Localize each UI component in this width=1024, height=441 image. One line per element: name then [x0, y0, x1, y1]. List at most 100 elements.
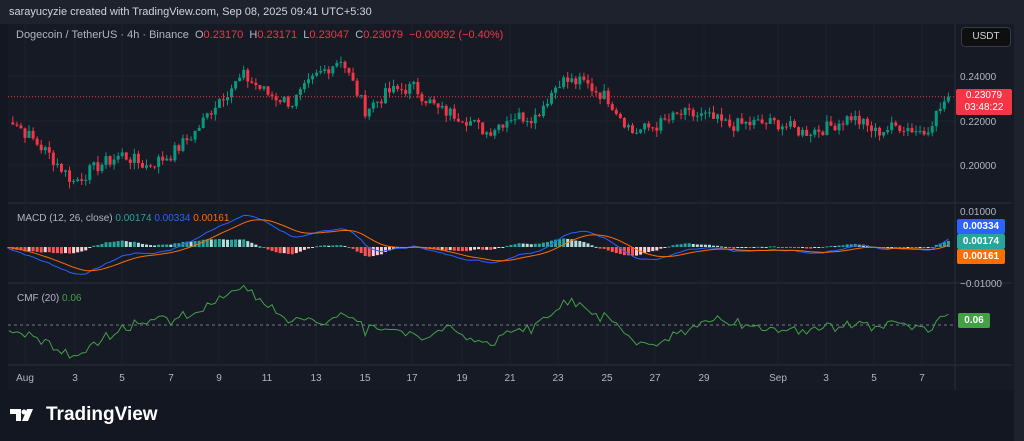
macd-histogram-bar [286, 247, 290, 254]
macd-histogram-bar [173, 243, 177, 247]
macd-histogram-bar [140, 243, 144, 247]
candle-up [550, 92, 553, 104]
candle-down [209, 113, 213, 115]
macd-legend[interactable]: MACD (12, 26, close) 0.00174 0.00334 0.0… [17, 213, 229, 224]
macd-histogram-bar [784, 247, 788, 248]
candle-down [250, 81, 254, 83]
macd-histogram-bar [355, 247, 359, 252]
candle-down [663, 118, 667, 120]
candle-down [444, 105, 448, 116]
candle-down [566, 77, 570, 82]
macd-histogram-bar [489, 247, 493, 250]
candle-up [428, 99, 432, 104]
candle-up [756, 119, 760, 121]
candle-down [902, 131, 906, 133]
time-axis-label: 11 [262, 373, 273, 384]
macd-histogram-bar [813, 247, 817, 248]
candle-down [396, 85, 400, 90]
candle-up [780, 126, 784, 130]
macd-histogram-bar [294, 247, 298, 254]
macd-histogram-bar [448, 247, 452, 251]
macd-histogram-bar [695, 244, 699, 247]
time-axis-label: Sep [769, 373, 787, 384]
macd-histogram-bar [554, 239, 558, 247]
macd-histogram-bar [744, 247, 748, 248]
macd-histogram-bar [477, 247, 481, 250]
macd-histogram-bar [88, 247, 92, 248]
candle-up [408, 84, 412, 94]
candle-down [760, 119, 764, 124]
tradingview-logo[interactable]: TradingView [10, 404, 158, 426]
candle-up [861, 118, 865, 125]
macd-histogram-bar [724, 246, 728, 248]
candle-down [177, 145, 181, 151]
candle-up [513, 119, 517, 121]
macd-histogram-bar [76, 247, 80, 253]
macd-histogram-bar [193, 241, 197, 247]
candle-down [136, 153, 140, 163]
candle-down [679, 113, 683, 115]
macd-histogram-bar [631, 247, 634, 256]
candle-up [335, 62, 339, 67]
candle-up [173, 145, 177, 161]
macd-histogram-bar [485, 247, 489, 250]
macd-histogram-bar [440, 247, 444, 250]
macd-title: MACD (12, 26, close) [17, 213, 113, 224]
candle-down [343, 61, 347, 69]
macd-histogram-bar [278, 247, 282, 254]
macd-histogram-bar [59, 247, 63, 254]
candle-up [918, 130, 922, 132]
symbol-title[interactable]: Dogecoin / TetherUS · 4h · Binance [16, 29, 189, 41]
macd-histogram-bar [598, 247, 602, 249]
candle-down [529, 121, 533, 124]
macd-histogram-bar [120, 240, 124, 247]
cmf-title: CMF (20) [17, 293, 60, 304]
candle-down [869, 125, 873, 132]
cmf-legend[interactable]: CMF (20) 0.06 [17, 293, 81, 304]
candle-down [128, 159, 132, 163]
candle-down [537, 114, 541, 117]
candle-down [19, 125, 23, 129]
candle-down [833, 125, 837, 131]
candle-up [497, 124, 501, 130]
macd-histogram-bar [683, 243, 687, 247]
candle-up [801, 129, 805, 136]
macd-histogram-bar [452, 247, 456, 251]
macd-histogram-bar [541, 242, 545, 247]
chart-area[interactable] [8, 24, 1014, 390]
macd-histogram-bar [444, 247, 448, 251]
candle-up [554, 87, 558, 93]
macd-histogram-bar [104, 242, 108, 247]
candle-down [464, 122, 468, 126]
candle-up [874, 127, 877, 132]
candle-up [290, 106, 294, 108]
candle-up [282, 96, 286, 103]
candle-down [622, 118, 626, 128]
candle-down [35, 138, 39, 145]
candle-down [221, 99, 225, 101]
macd-axis-label: −0.01000 [960, 279, 1002, 290]
macd-histogram-bar [473, 247, 477, 250]
macd-histogram-bar [720, 246, 724, 248]
candle-up [311, 75, 315, 80]
macd-histogram-bar [513, 244, 517, 247]
candle-down [51, 152, 55, 165]
candle-down [910, 127, 914, 133]
candle-down [582, 76, 586, 80]
macd-histogram-bar [302, 247, 306, 250]
candle-down [258, 85, 262, 89]
candle-down [655, 127, 659, 131]
candle-down [793, 121, 796, 128]
candle-down [436, 103, 440, 108]
macd-histogram-bar [610, 247, 614, 252]
macd-signal-legend: 0.00161 [193, 213, 230, 224]
candle-up [890, 122, 894, 130]
currency-button[interactable]: USDT [961, 27, 1011, 47]
macd-histogram-bar [132, 241, 136, 247]
change-value: −0.00092 (−0.40%) [409, 29, 504, 41]
macd-histogram-bar [586, 243, 590, 247]
macd-histogram-bar [307, 247, 310, 249]
signal-value-label: 0.00161 [957, 249, 1005, 264]
histogram-value-label: 0.00174 [957, 234, 1005, 249]
